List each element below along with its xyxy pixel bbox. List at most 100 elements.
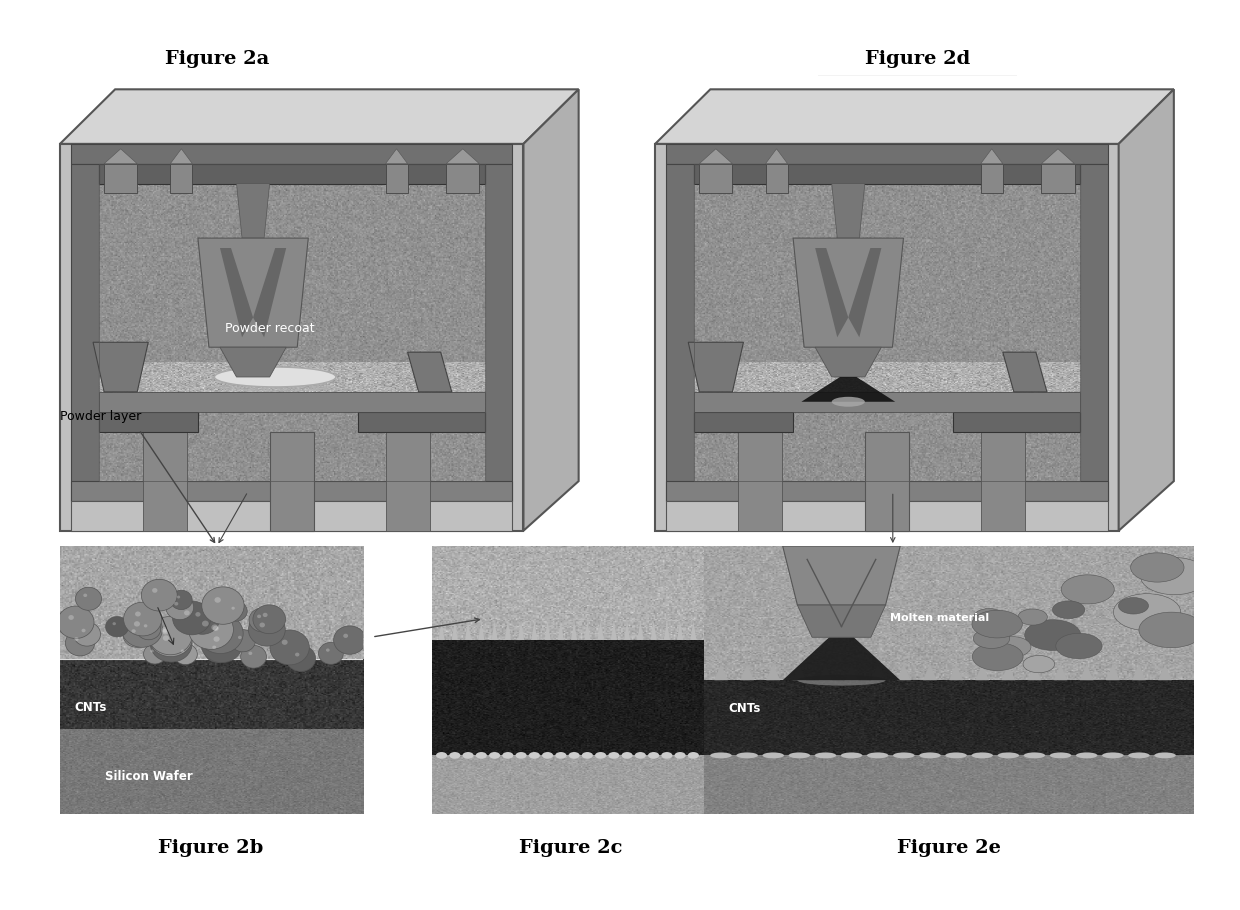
Polygon shape	[71, 501, 512, 531]
Bar	[598, 640, 604, 755]
Bar	[897, 681, 910, 755]
Circle shape	[162, 635, 169, 641]
Circle shape	[205, 639, 231, 662]
Bar	[584, 640, 590, 755]
Bar	[870, 681, 884, 755]
Circle shape	[202, 587, 244, 624]
Circle shape	[202, 621, 208, 627]
Ellipse shape	[595, 752, 606, 759]
Bar	[950, 681, 963, 755]
Ellipse shape	[542, 752, 553, 759]
Polygon shape	[864, 431, 909, 531]
Text: Figure 2b: Figure 2b	[159, 839, 263, 856]
Bar	[1042, 164, 1075, 194]
Polygon shape	[694, 411, 794, 431]
Polygon shape	[740, 664, 754, 681]
Polygon shape	[923, 664, 936, 681]
Polygon shape	[981, 149, 1003, 164]
Bar	[765, 164, 787, 194]
Bar	[451, 640, 458, 755]
Polygon shape	[666, 481, 1107, 501]
Circle shape	[1061, 575, 1115, 604]
Circle shape	[181, 650, 185, 652]
Polygon shape	[1132, 664, 1146, 681]
Bar	[740, 681, 754, 755]
Polygon shape	[870, 664, 884, 681]
Text: Powder recoat: Powder recoat	[226, 322, 315, 335]
Circle shape	[326, 649, 330, 652]
Polygon shape	[694, 392, 1080, 411]
Bar	[544, 640, 551, 755]
Polygon shape	[766, 664, 780, 681]
Polygon shape	[738, 431, 782, 531]
Text: Figure 2e: Figure 2e	[897, 839, 1001, 856]
Bar	[923, 681, 936, 755]
Circle shape	[238, 636, 242, 639]
Bar	[518, 640, 525, 755]
Ellipse shape	[711, 753, 732, 758]
Bar	[570, 640, 577, 755]
Circle shape	[295, 652, 299, 656]
Polygon shape	[71, 164, 99, 500]
Bar	[104, 164, 138, 194]
Polygon shape	[815, 348, 882, 377]
Bar	[531, 640, 537, 755]
Text: Figure 2c: Figure 2c	[518, 839, 622, 856]
Bar	[766, 681, 780, 755]
Ellipse shape	[635, 752, 646, 759]
Circle shape	[343, 633, 348, 638]
Ellipse shape	[1154, 753, 1176, 758]
Polygon shape	[505, 622, 511, 640]
Polygon shape	[253, 248, 286, 338]
Circle shape	[253, 605, 285, 633]
Circle shape	[57, 606, 94, 639]
Ellipse shape	[997, 753, 1019, 758]
Circle shape	[82, 629, 86, 632]
Circle shape	[1114, 593, 1180, 631]
Polygon shape	[694, 164, 1080, 184]
Ellipse shape	[1076, 753, 1097, 758]
Bar	[1106, 681, 1120, 755]
Circle shape	[184, 611, 190, 615]
Polygon shape	[714, 664, 728, 681]
Polygon shape	[170, 149, 192, 164]
Polygon shape	[832, 184, 864, 238]
Circle shape	[201, 616, 241, 652]
Ellipse shape	[582, 752, 593, 759]
Bar	[694, 164, 1080, 481]
Circle shape	[201, 626, 242, 662]
Polygon shape	[99, 392, 485, 411]
Polygon shape	[584, 622, 590, 640]
Ellipse shape	[528, 752, 539, 759]
Circle shape	[149, 616, 192, 655]
Ellipse shape	[556, 752, 567, 759]
Bar	[818, 681, 832, 755]
Circle shape	[319, 642, 343, 664]
Ellipse shape	[841, 753, 862, 758]
Circle shape	[232, 607, 234, 610]
Polygon shape	[465, 622, 471, 640]
Polygon shape	[93, 342, 149, 392]
Ellipse shape	[502, 752, 513, 759]
Polygon shape	[386, 149, 408, 164]
Ellipse shape	[215, 382, 336, 392]
Circle shape	[1018, 609, 1048, 625]
Circle shape	[212, 645, 216, 649]
Polygon shape	[219, 348, 286, 377]
Bar	[505, 640, 511, 755]
Bar	[714, 681, 728, 755]
Circle shape	[124, 602, 161, 636]
Circle shape	[123, 622, 151, 647]
Circle shape	[1053, 601, 1085, 619]
Ellipse shape	[971, 753, 993, 758]
Polygon shape	[219, 248, 253, 338]
Polygon shape	[598, 622, 604, 640]
Polygon shape	[358, 411, 485, 431]
Polygon shape	[699, 149, 733, 164]
Ellipse shape	[609, 752, 620, 759]
Circle shape	[993, 637, 1030, 657]
Polygon shape	[976, 664, 990, 681]
Circle shape	[150, 650, 154, 652]
Ellipse shape	[661, 752, 672, 759]
Circle shape	[170, 591, 192, 610]
